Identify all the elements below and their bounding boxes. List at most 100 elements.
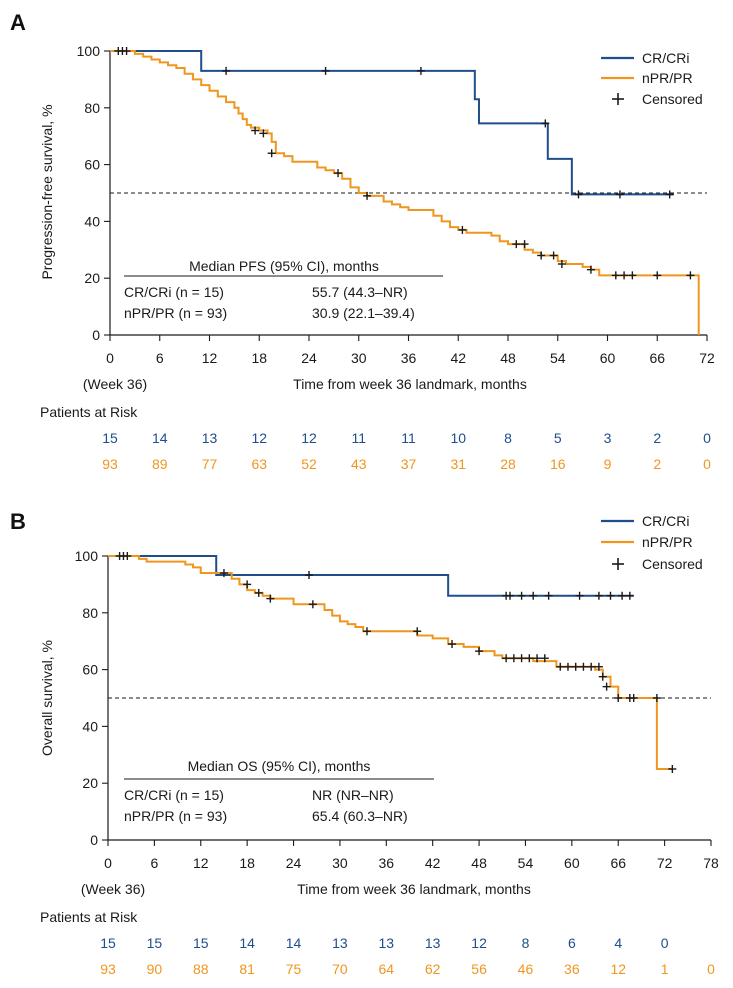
panel-a-median-value-npr: 30.9 (22.1–39.4) <box>312 305 415 321</box>
panel-a-risk-crcri-count: 2 <box>653 430 661 446</box>
panel-b-x-tick-label: 6 <box>150 855 158 871</box>
panel-a-risk-crcri-count: 3 <box>604 430 612 446</box>
panel-b-npr-censored-mark <box>602 682 611 691</box>
panel-b-npr-censored-mark <box>629 694 638 702</box>
panel-a-npr-censored-mark <box>611 271 620 280</box>
panel-b-npr-censored-mark <box>598 672 607 681</box>
panel-a-risk-npr-count: 0 <box>703 456 711 472</box>
panel-a-y-tick-label: 80 <box>84 100 100 116</box>
panel-b-x-tick-label: 48 <box>471 855 487 871</box>
panel-a-risk-npr-count: 28 <box>500 456 516 472</box>
panel-a-risk-npr-count: 93 <box>102 456 118 472</box>
panel-b-risk-npr-count: 1 <box>661 961 669 977</box>
panel-b-crcri-survival-curve <box>108 555 634 597</box>
panel-a-risk-npr-count: 31 <box>450 456 466 472</box>
panel-b-risk-npr-count: 64 <box>379 961 395 977</box>
panel-b-legend-censored-label: Censored <box>642 556 703 572</box>
panel-b-npr-censored-mark <box>533 654 542 663</box>
panel-b-risk-crcri-count: 14 <box>286 935 302 951</box>
panel-b-letter: B <box>10 509 26 534</box>
panel-b-risk-crcri-count: 13 <box>332 935 348 951</box>
panel-b-npr-censored-mark <box>540 654 549 663</box>
panel-b-npr-censored-mark <box>362 627 371 636</box>
panel-b-x-tick-label: 72 <box>657 855 673 871</box>
panel-b-npr-censored-mark <box>448 640 457 649</box>
panel-b-npr-censored-mark <box>243 580 252 589</box>
panel-a-x-tick-label: 6 <box>156 350 164 366</box>
panel-b-risk-npr-count: 12 <box>610 961 626 977</box>
panel-b-risk-crcri-count: 8 <box>522 935 530 951</box>
panel-a-y-tick-label: 60 <box>84 157 100 173</box>
panel-b-y-tick-label: 80 <box>82 605 98 621</box>
panel-a-x-tick-label: 48 <box>500 350 516 366</box>
panel-a-x-tick-label: 30 <box>351 350 367 366</box>
panel-a-x-tick-label: 72 <box>699 350 715 366</box>
panel-b-npr-censored-mark <box>219 569 228 578</box>
panel-b-crcri-censored-mark <box>575 591 584 600</box>
panel-b-median-value-crcri: NR (NR–NR) <box>312 787 394 803</box>
panel-b-y-tick-label: 100 <box>75 548 99 564</box>
panel-b-risk-crcri-count: 12 <box>471 935 487 951</box>
panel-a-series <box>110 47 700 335</box>
panel-a-ticks: 0 6 12 18 24 30 36 42 48 54 60 66 72 0 20 40 60 80 100 <box>77 43 715 366</box>
panel-b-x-sublabel: (Week 36) <box>81 881 145 897</box>
panel-a-legend-crcri-label: CR/CRi <box>642 50 689 66</box>
panel-b-axes <box>107 556 711 841</box>
panel-a-risk-crcri-count: 5 <box>554 430 562 446</box>
panel-b-x-tick-label: 0 <box>104 855 112 871</box>
panel-b-npr-censored-mark <box>525 654 534 663</box>
panel-b-npr-censored-mark <box>587 662 596 671</box>
panel-a-npr-censored-mark <box>520 240 529 249</box>
panel-b-x-axis-label: Time from week 36 landmark, months <box>297 881 531 897</box>
panel-a-crcri-censored-mark <box>416 66 425 75</box>
panel-b-risk-crcri-count: 15 <box>100 935 116 951</box>
panel-b-y-tick-label: 0 <box>90 832 98 848</box>
panel-b-npr-censored-mark <box>123 552 132 560</box>
panel-b-risk-npr-count: 70 <box>332 961 348 977</box>
panel-b-risk-npr-count: 0 <box>707 961 715 977</box>
panel-b-crcri-censored-mark <box>606 591 615 600</box>
panel-b-median-value-npr: 65.4 (60.3–NR) <box>312 808 408 824</box>
panel-b-risk-crcri-count: 4 <box>614 935 622 951</box>
panel-b-npr-censored-mark <box>254 588 263 597</box>
panel-b-crcri-censored-mark <box>544 591 553 600</box>
panel-a-risk-npr-count: 77 <box>202 456 218 472</box>
panel-a-x-tick-label: 54 <box>550 350 566 366</box>
panel-a-x-tick-label: 42 <box>450 350 466 366</box>
panel-b-chart: B 0 6 12 18 24 30 36 42 48 54 60 66 72 78020406080100… <box>10 509 719 977</box>
panel-b-risk-crcri-count: 15 <box>193 935 209 951</box>
panel-a-crcri-censored-mark <box>615 190 624 199</box>
panel-a-npr-censored-mark <box>458 225 467 234</box>
panel-a-x-tick-label: 36 <box>401 350 417 366</box>
panel-b-crcri-censored-mark <box>625 591 634 600</box>
panel-b-legend: CR/CRi nPR/PR Censored <box>601 513 703 572</box>
panel-a-x-tick-label: 60 <box>600 350 616 366</box>
panel-b-x-tick-label: 60 <box>564 855 580 871</box>
panel-b-crcri-censored-mark <box>506 591 514 600</box>
panel-a-x-sublabel: (Week 36) <box>83 376 147 392</box>
panel-b-crcri-censored-mark <box>529 591 538 600</box>
panel-a-letter: A <box>10 10 26 35</box>
panel-a-risk-npr-count: 43 <box>351 456 367 472</box>
panel-a-median-value-crcri: 55.7 (44.3–NR) <box>312 284 408 300</box>
panel-a-risk-npr-count: 89 <box>152 456 168 472</box>
panel-a-legend-npr-label: nPR/PR <box>642 70 693 86</box>
panel-b-risk-crcri-count: 15 <box>147 935 163 951</box>
panel-a-risk-title: Patients at Risk <box>40 404 138 420</box>
panel-a-y-axis-label: Progression-free survival, % <box>39 104 55 279</box>
panel-a-y-tick-label: 20 <box>84 270 100 286</box>
panel-a-crcri-censored-mark <box>541 119 550 128</box>
panel-a-npr-censored-mark <box>549 251 558 260</box>
panel-b-npr-censored-mark <box>475 647 484 656</box>
panel-b-npr-censored-mark <box>668 765 677 773</box>
panel-b-median-title: Median OS (95% CI), months <box>188 758 371 774</box>
panel-b-risk-title: Patients at Risk <box>40 909 138 925</box>
panel-a-npr-censored-mark <box>586 265 595 274</box>
panel-a-risk-npr-count: 16 <box>550 456 566 472</box>
panel-a-risk-crcri-count: 11 <box>351 430 366 446</box>
panel-a-x-tick-label: 0 <box>106 350 114 366</box>
panel-b-x-tick-label: 12 <box>193 855 209 871</box>
panel-b-ticks: 0 6 12 18 24 30 36 42 48 54 60 66 72 78 0 20 40 60 80 100 <box>75 548 719 871</box>
panel-b-x-tick-label: 18 <box>239 855 255 871</box>
